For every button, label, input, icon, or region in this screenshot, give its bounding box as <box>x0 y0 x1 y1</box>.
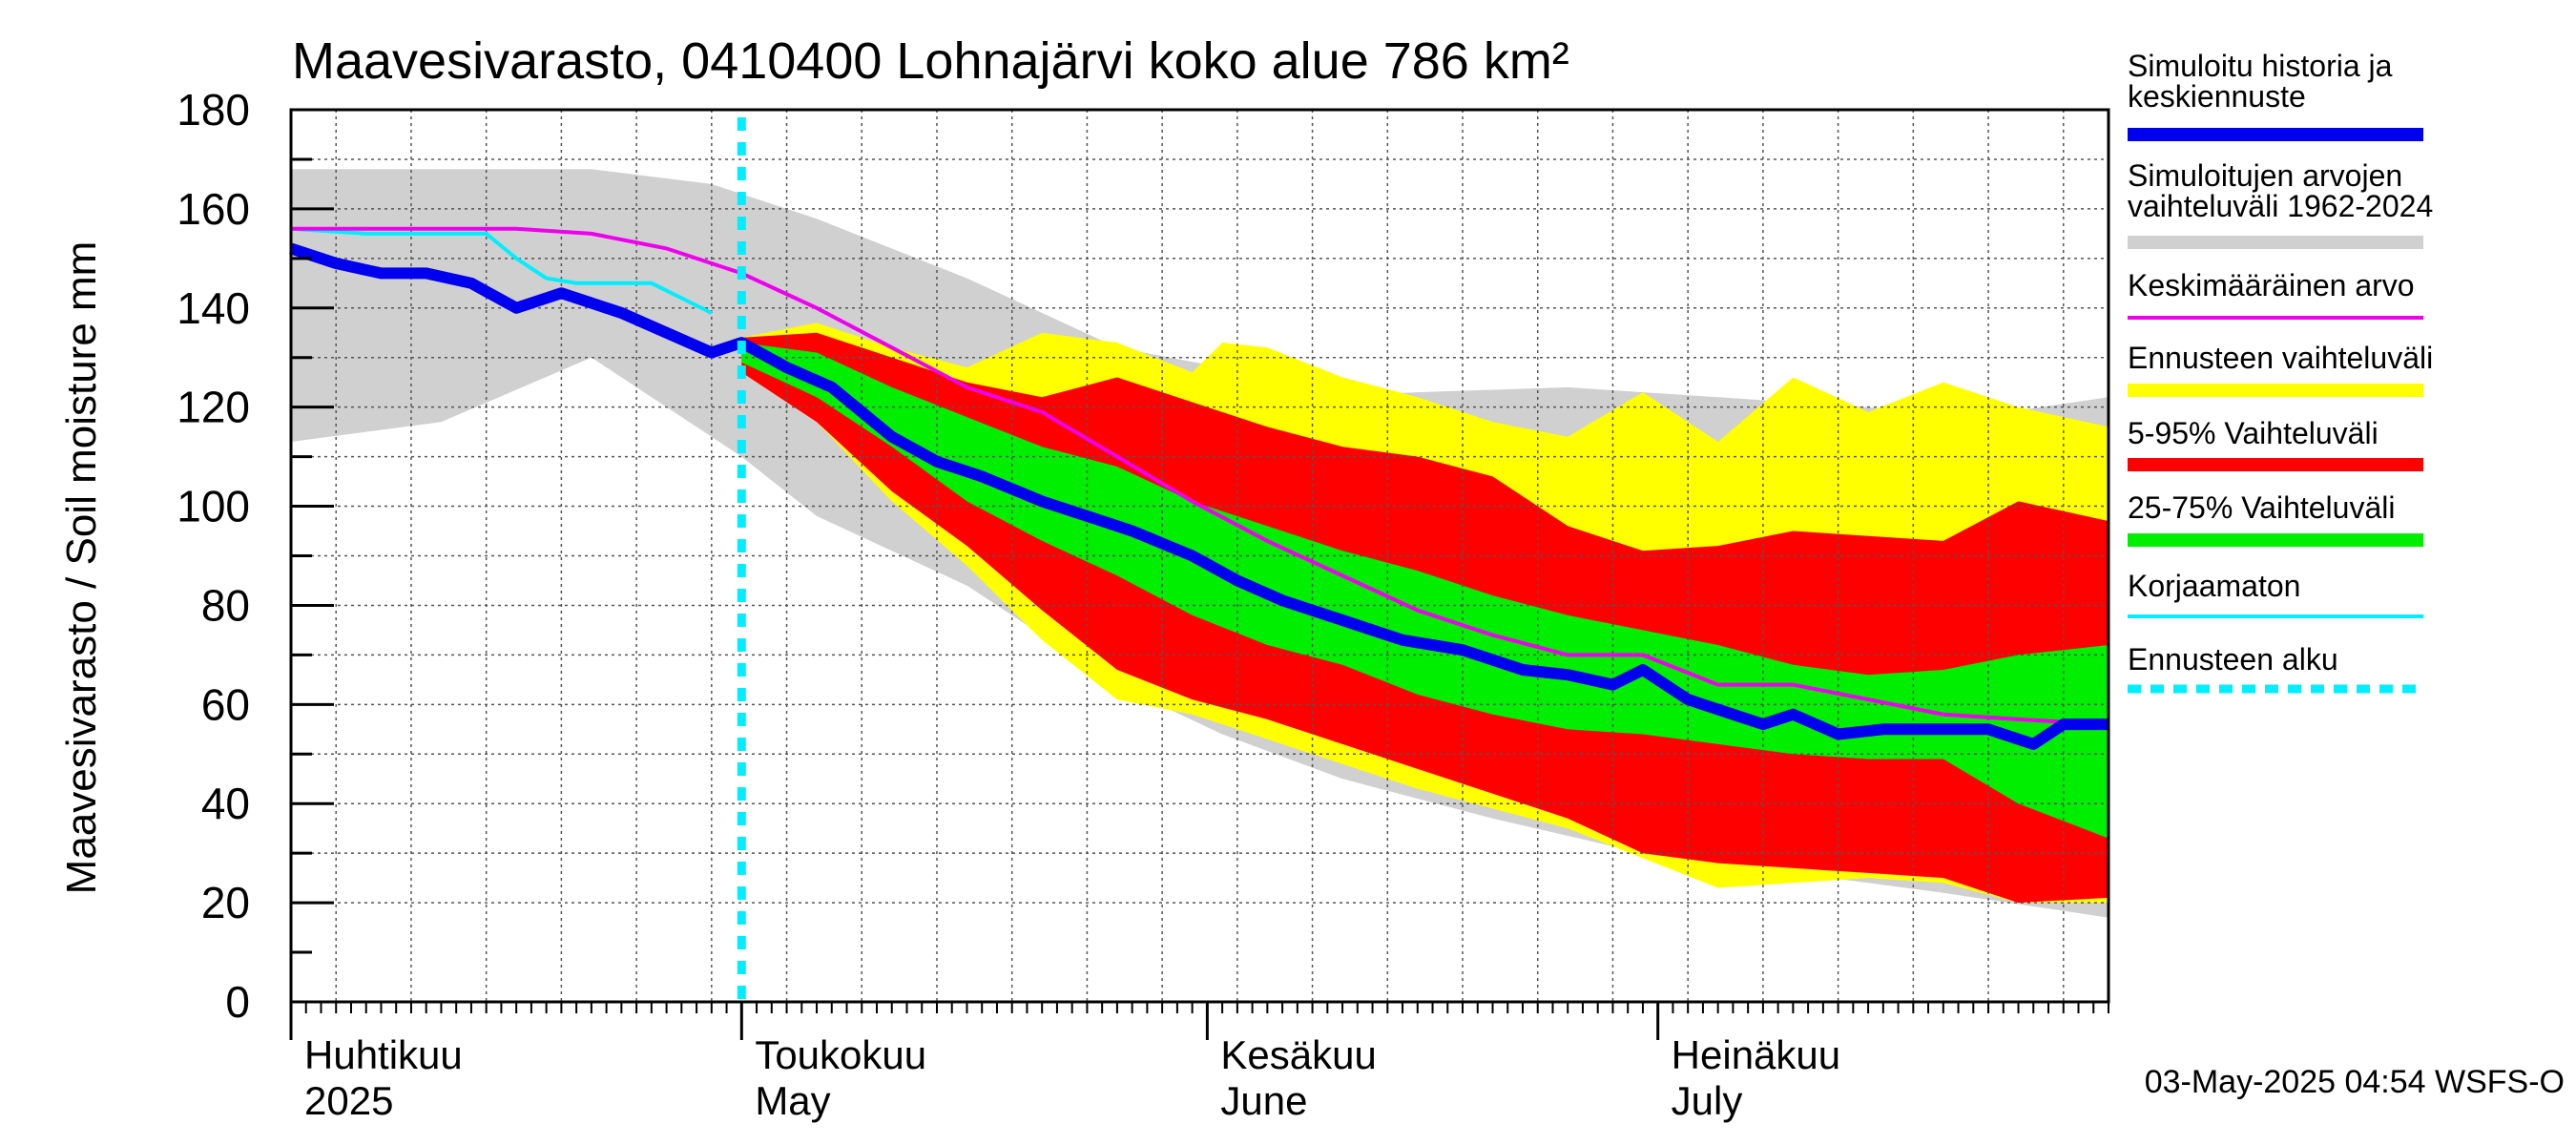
legend-label: Simuloitu historia ja <box>2128 49 2393 83</box>
legend-item: Ennusteen alku <box>2128 642 2423 694</box>
month-label-fi: Heinäkuu <box>1672 1032 1840 1077</box>
y-tick-label: 180 <box>177 85 250 135</box>
legend-item: Ennusteen vaihteluväli <box>2128 341 2433 397</box>
legend-item: Korjaamaton <box>2128 569 2423 618</box>
legend-label: 5-95% Vaihteluväli <box>2128 416 2379 450</box>
month-label-fi: Huhtikuu <box>304 1032 463 1077</box>
band-25-75 <box>741 343 2109 839</box>
legend-label: Keskimääräinen arvo <box>2128 268 2415 302</box>
legend-label: Korjaamaton <box>2128 569 2300 603</box>
month-label-fi: Toukokuu <box>755 1032 926 1077</box>
y-tick-label: 0 <box>225 977 250 1027</box>
y-axis-label: Maavesivarasto / Soil moisture mm <box>58 241 105 895</box>
line-mean <box>291 226 2109 727</box>
y-tick-label: 80 <box>201 580 250 630</box>
legend: Simuloitu historia jakeskiennusteSimuloi… <box>2128 49 2433 694</box>
month-label-en: May <box>755 1078 830 1123</box>
line-uncorrected <box>290 226 713 315</box>
month-label-en: July <box>1672 1078 1743 1123</box>
legend-label: Ennusteen vaihteluväli <box>2128 341 2433 375</box>
lines-layer <box>289 117 2109 1002</box>
legend-label: keskiennuste <box>2128 79 2306 114</box>
y-tick-label: 20 <box>201 878 250 927</box>
y-tick-label: 160 <box>177 184 250 234</box>
legend-item: Keskimääräinen arvo <box>2128 268 2423 320</box>
chart-title: Maavesivarasto, 0410400 Lohnajärvi koko … <box>292 32 1569 90</box>
y-tick-label: 40 <box>201 779 250 828</box>
month-label-fi: Kesäkuu <box>1220 1032 1376 1077</box>
timestamp-label: 03-May-2025 04:54 WSFS-O <box>2145 1064 2565 1100</box>
legend-label: Simuloitujen arvojen <box>2128 158 2402 193</box>
legend-label: 25-75% Vaihteluväli <box>2128 490 2395 525</box>
legend-item: 25-75% Vaihteluväli <box>2128 490 2423 547</box>
month-label-en: 2025 <box>304 1078 393 1123</box>
y-tick-label: 60 <box>201 679 250 729</box>
legend-label: vaihteluväli 1962-2024 <box>2128 189 2433 223</box>
plot-area <box>289 108 2110 1004</box>
month-label-en: June <box>1220 1078 1307 1123</box>
y-axis: 0 20 40 60 80 100 120 140 160 180 <box>177 85 334 1027</box>
y-tick-label: 120 <box>177 383 250 432</box>
line-history-median <box>289 242 2109 750</box>
y-tick-label: 140 <box>177 283 250 333</box>
legend-label: Ennusteen alku <box>2128 642 2338 677</box>
y-tick-label: 100 <box>177 482 250 531</box>
legend-item: 5-95% Vaihteluväli <box>2128 416 2423 471</box>
